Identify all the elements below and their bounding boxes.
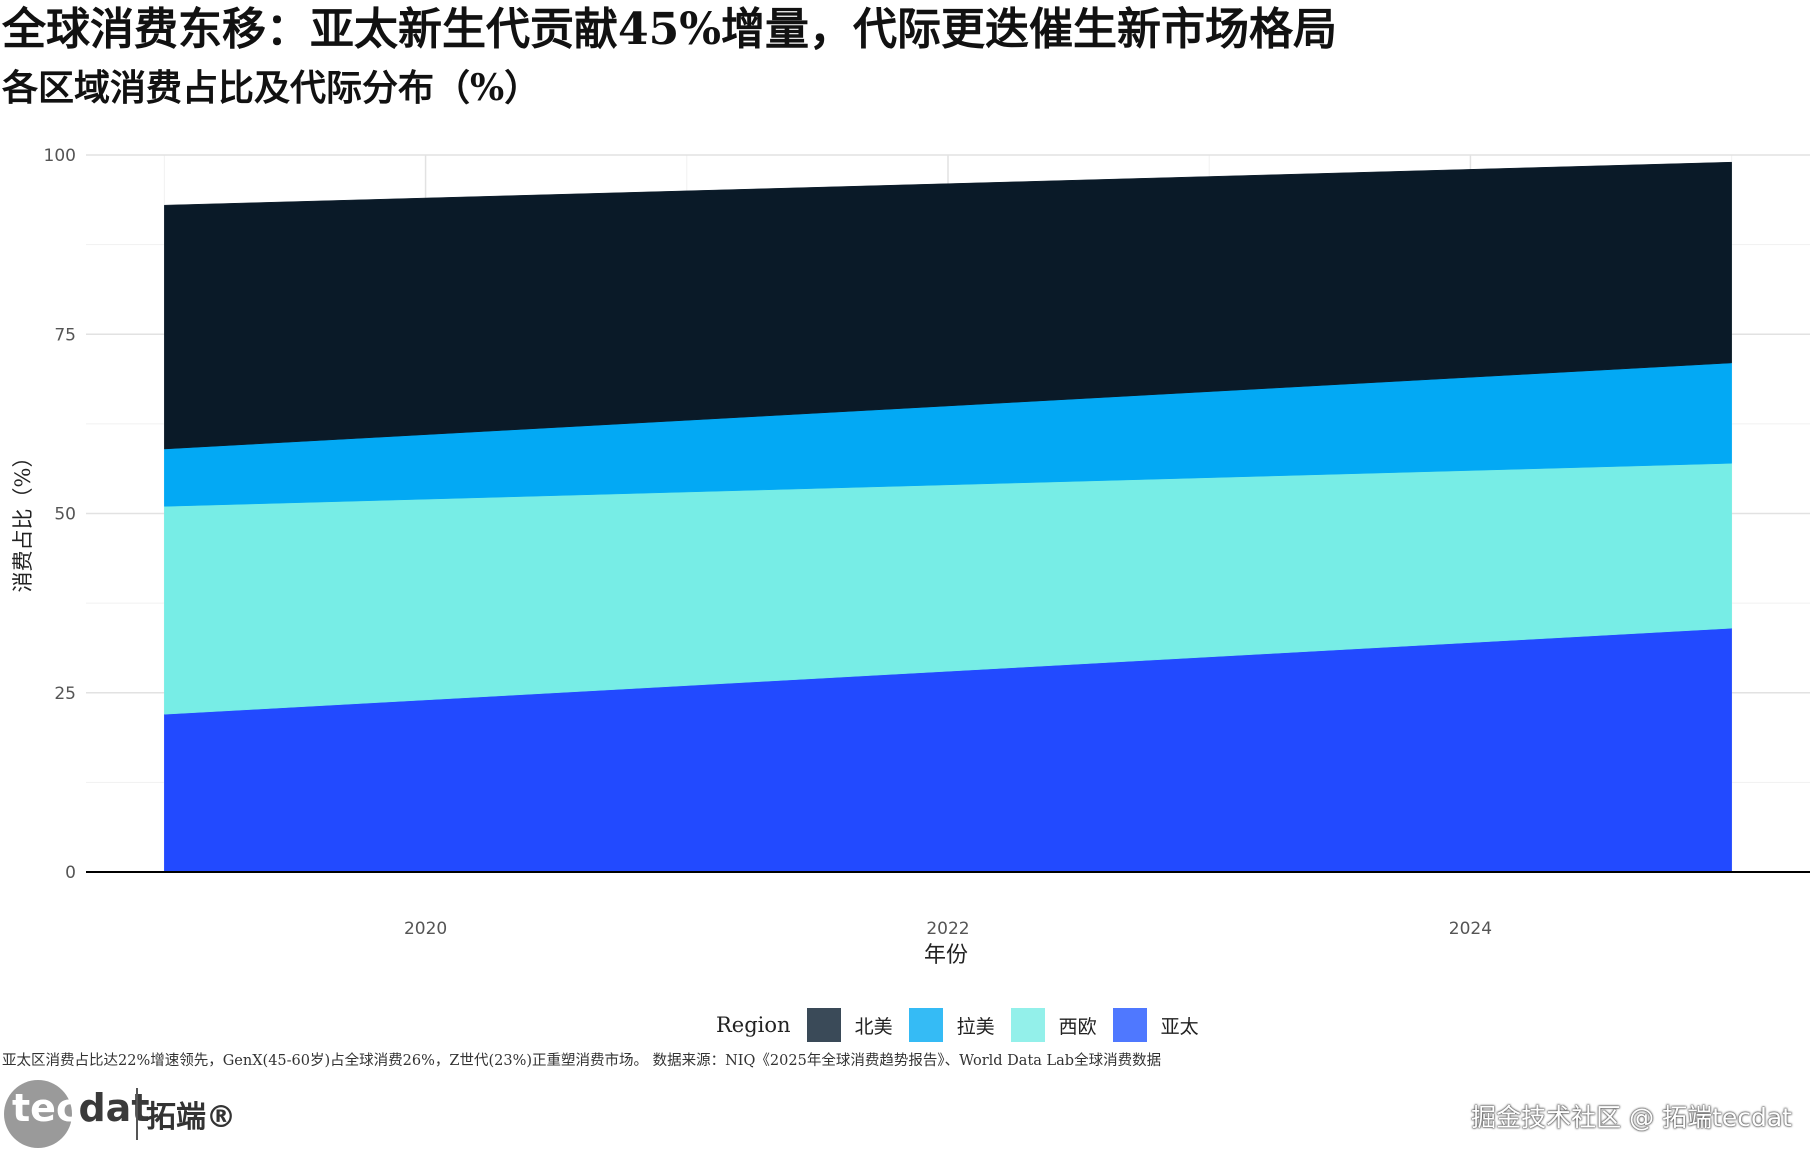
y-axis-title: 消费占比（%） xyxy=(11,447,35,593)
logo-text-left: tec xyxy=(12,1086,79,1130)
legend-swatch xyxy=(806,1008,841,1042)
area-chart: 0 25 50 75 100 2020 2022 2024 年份 消费占比（%） xyxy=(11,146,1810,968)
legend-swatch xyxy=(1010,1008,1045,1042)
y-tick-label: 50 xyxy=(54,505,76,525)
area-series xyxy=(164,161,1732,450)
legend-item-north-america: 北美 xyxy=(806,1008,893,1042)
legend-item-western-europe: 西欧 xyxy=(1010,1008,1097,1042)
y-tick-label: 100 xyxy=(44,146,76,166)
x-axis-title: 年份 xyxy=(924,943,968,968)
logo-chinese: 拓端® xyxy=(146,1100,236,1135)
tecdat-logo: tecdat 拓端® xyxy=(4,1078,244,1152)
logo-text-right: dat xyxy=(78,1086,150,1130)
y-tick-label: 25 xyxy=(54,684,76,704)
legend-swatch xyxy=(1112,1008,1147,1042)
legend-label: 亚太 xyxy=(1160,1015,1199,1038)
x-tick-label: 2024 xyxy=(1449,919,1492,939)
legend-title: Region xyxy=(716,1013,791,1037)
chart-title: 全球消费东移：亚太新生代贡献45%增量，代际更迭催生新市场格局 xyxy=(2,4,1338,55)
stacked-areas xyxy=(164,161,1732,873)
logo-circle-icon xyxy=(4,1080,72,1148)
legend-swatch xyxy=(908,1008,943,1042)
legend-item-asia-pacific: 亚太 xyxy=(1112,1008,1199,1042)
legend-label: 西欧 xyxy=(1058,1015,1097,1038)
caption: 亚太区消费占比达22%增速领先，GenX(45-60岁)占全球消费26%，Z世代… xyxy=(2,1053,1162,1069)
logo-wordmark: tecdat xyxy=(12,1086,149,1130)
legend-label: 北美 xyxy=(854,1015,893,1038)
x-tick-label: 2020 xyxy=(404,919,447,939)
y-tick-label: 75 xyxy=(54,325,76,345)
legend-item-latin-america: 拉美 xyxy=(908,1008,995,1042)
chart-subtitle: 各区域消费占比及代际分布（%） xyxy=(2,67,541,109)
y-tick-label: 0 xyxy=(65,863,76,883)
logo-divider xyxy=(136,1088,138,1140)
x-tick-label: 2022 xyxy=(926,919,969,939)
legend: Region 北美 拉美 西欧 亚太 xyxy=(716,1006,1215,1044)
watermark: 掘金技术社区 @ 拓端tecdat xyxy=(1471,1103,1792,1132)
axes: 0 25 50 75 100 2020 2022 2024 年份 消费占比（%） xyxy=(11,146,1810,968)
legend-label: 拉美 xyxy=(956,1015,995,1038)
